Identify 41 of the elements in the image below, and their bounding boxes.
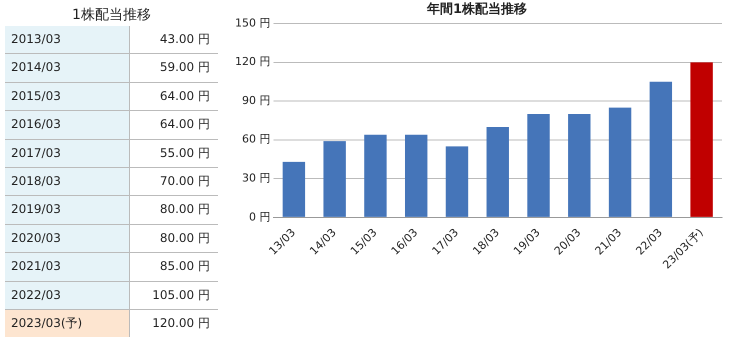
bar (446, 146, 468, 217)
bar (404, 134, 428, 217)
category-label: 2018/03 (5, 168, 130, 196)
text: 1株配当推移 (71, 6, 152, 25)
bar (650, 82, 672, 217)
chart-title: 年間1株配当推移 (426, 2, 528, 18)
text: 64.00 円 (160, 117, 210, 132)
y-tick-label: 0 円 (248, 210, 270, 224)
y-tick-label: 150 円 (234, 16, 270, 30)
category-label: 2017/03 (5, 140, 130, 167)
bar (527, 114, 550, 217)
text: 105.00 円 (152, 288, 210, 302)
category-label: 2020/03 (5, 224, 130, 252)
category-label: 2019/03 (5, 196, 130, 224)
bar (486, 126, 509, 217)
category-label: 2015/03 (5, 82, 130, 110)
category-label: 2021/03 (5, 253, 130, 281)
y-tick-label: 120 円 (234, 55, 270, 68)
bar (364, 134, 387, 217)
bar (608, 108, 632, 217)
text: 64.00 円 (160, 88, 210, 103)
category-label: 2023/03(予) (5, 310, 130, 337)
text: 80.00 円 (160, 202, 210, 216)
y-tick-label: 90 円 (242, 94, 270, 107)
category-label: 2014/03 (5, 54, 130, 82)
text: 85.00 円 (160, 259, 210, 274)
text: 59.00 円 (160, 60, 210, 74)
category-label: 2022/03 (5, 282, 130, 309)
y-tick-label: 30 円 (242, 172, 270, 184)
bar (690, 62, 713, 217)
text: 70.00 円 (160, 174, 210, 188)
bar (323, 141, 346, 217)
bar (568, 114, 591, 217)
text: 80.00 円 (160, 230, 210, 245)
bar (282, 162, 306, 217)
category-label: 2016/03 (5, 111, 130, 139)
y-tick-label: 60 円 (242, 132, 270, 146)
category-label: 2013/03 (5, 26, 130, 54)
text: 55.00 円 (160, 146, 210, 160)
text: 120.00 円 (152, 316, 210, 330)
text: 43.00 円 (160, 32, 210, 46)
